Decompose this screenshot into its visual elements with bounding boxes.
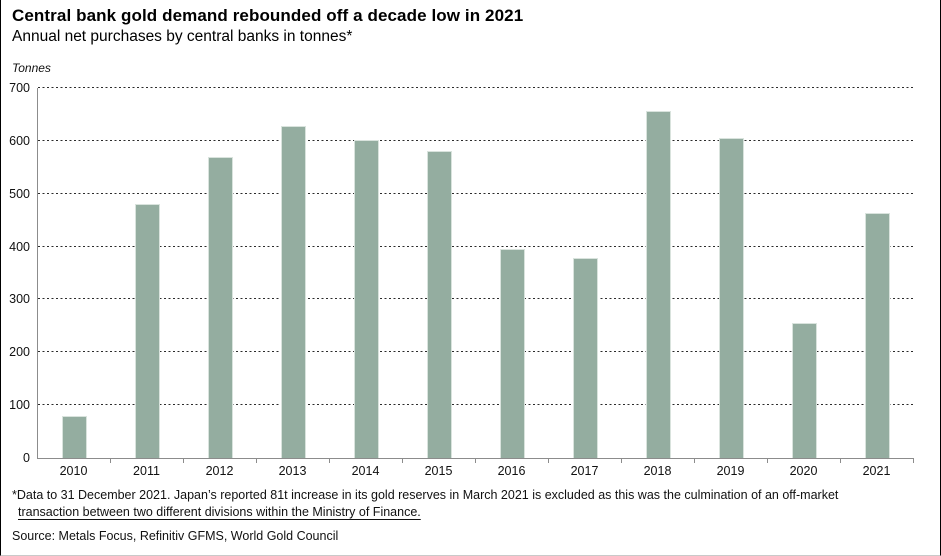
x-axis-tick: [621, 459, 622, 463]
x-axis-tick: [840, 459, 841, 463]
bar-2021: [865, 213, 890, 458]
bar-2012: [208, 157, 233, 458]
x-axis-tick: [548, 459, 549, 463]
x-axis-tick: [767, 459, 768, 463]
y-axis-tick-label: 400: [9, 239, 30, 254]
chart-title: Central bank gold demand rebounded off a…: [12, 6, 524, 25]
y-axis-unit-label: Tonnes: [12, 61, 51, 75]
bar-2011: [135, 203, 160, 458]
chart-subtitle: Annual net purchases by central banks in…: [12, 28, 353, 45]
bar-2020: [792, 323, 817, 458]
x-axis-label-2015: 2015: [424, 464, 453, 478]
x-axis-tick: [913, 459, 914, 463]
source-line: Source: Metals Focus, Refinitiv GFMS, Wo…: [12, 529, 339, 543]
x-axis-tick: [402, 459, 403, 463]
x-axis-label-2017: 2017: [570, 464, 599, 478]
gridline-100: [38, 404, 914, 406]
bar-2013: [281, 125, 306, 458]
x-axis-tick: [475, 459, 476, 463]
y-axis-tick-label: 500: [9, 186, 30, 201]
footnote-line-2: transaction between two different divisi…: [18, 505, 421, 519]
bar-2010: [62, 416, 87, 458]
bar-2014: [354, 140, 379, 458]
x-axis-label-2016: 2016: [497, 464, 526, 478]
x-axis-label-2011: 2011: [133, 464, 160, 478]
bar-2019: [719, 138, 744, 458]
gridline-700: [38, 87, 914, 88]
y-axis-tick-label: 600: [9, 133, 30, 148]
footnote: *Data to 31 December 2021. Japan’s repor…: [12, 487, 838, 521]
x-axis-label-2012: 2012: [205, 464, 234, 478]
bar-2017: [573, 257, 598, 458]
gridline-400: [38, 245, 914, 247]
y-axis-tick-label: 0: [23, 451, 30, 465]
x-axis-tick: [329, 459, 330, 463]
gridline-500: [38, 192, 914, 194]
x-axis-label-2018: 2018: [643, 464, 672, 478]
footnote-line-1: *Data to 31 December 2021. Japan’s repor…: [12, 488, 839, 502]
x-axis-label-2010: 2010: [59, 464, 88, 478]
x-axis-tick: [183, 459, 184, 463]
y-axis-tick-label: 300: [9, 292, 30, 307]
chart-area: 0 100 200 300 400 500 600 700 2010 2011 2012 2013 2…: [0, 81, 941, 480]
plot-area: [37, 87, 914, 463]
gridline-300: [38, 298, 914, 300]
x-axis-tick: [256, 459, 257, 463]
y-axis-tick-label: 700: [9, 81, 30, 95]
bar-2018: [646, 111, 671, 458]
x-axis-label-2020: 2020: [789, 464, 818, 478]
x-axis-label-2019: 2019: [716, 464, 745, 478]
x-axis-label-2021: 2021: [862, 464, 891, 478]
x-axis-tick: [694, 459, 695, 463]
x-axis-label-2014: 2014: [351, 464, 380, 478]
gridline-600: [38, 139, 914, 141]
bar-2016: [500, 249, 525, 458]
gridline-200: [38, 351, 914, 353]
y-axis-tick-label: 100: [9, 398, 30, 413]
bar-2015: [427, 151, 452, 458]
x-axis-tick: [110, 459, 111, 463]
y-axis-tick-label: 200: [9, 345, 30, 360]
x-axis-label-2013: 2013: [278, 464, 307, 478]
